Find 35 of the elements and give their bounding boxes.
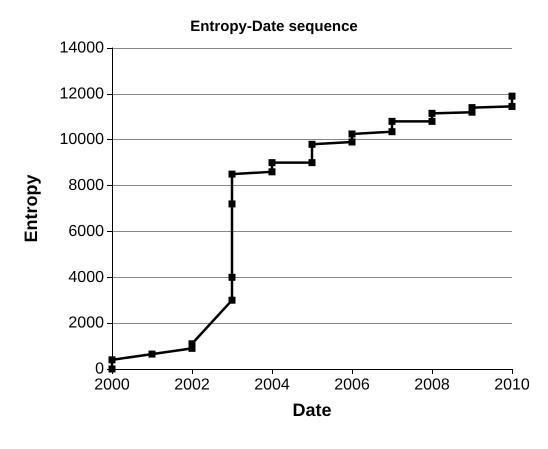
point bbox=[308, 140, 316, 148]
point bbox=[508, 102, 516, 110]
point bbox=[108, 356, 116, 364]
y-tick-label: 6000 bbox=[68, 222, 104, 240]
x-tick-label: 2000 bbox=[94, 376, 130, 394]
y-tick-label: 2000 bbox=[68, 314, 104, 332]
point bbox=[428, 110, 436, 117]
point bbox=[148, 350, 156, 358]
y-tick-label: 12000 bbox=[60, 85, 104, 102]
x-tick-label: 2008 bbox=[414, 376, 450, 394]
point bbox=[228, 200, 236, 208]
y-tick-label: 4000 bbox=[68, 268, 104, 286]
x-tick-label: 2004 bbox=[254, 376, 290, 394]
point bbox=[428, 118, 436, 125]
y-tick-label: 14000 bbox=[60, 40, 104, 56]
point bbox=[308, 159, 316, 166]
x-tick-label: 2006 bbox=[334, 376, 370, 394]
x-axis-title: Date bbox=[292, 400, 332, 420]
point bbox=[348, 130, 356, 138]
y-tick-label: 8000 bbox=[68, 177, 104, 194]
chart-title: Entropy-Date sequence bbox=[190, 18, 358, 35]
point bbox=[508, 92, 516, 100]
y-tick-label: 10000 bbox=[60, 131, 104, 148]
point bbox=[268, 159, 276, 166]
point bbox=[388, 128, 396, 136]
y-axis-title: Entropy bbox=[21, 174, 41, 243]
point bbox=[348, 138, 356, 146]
point bbox=[228, 170, 236, 178]
point bbox=[388, 118, 396, 125]
point bbox=[228, 274, 236, 281]
x-tick-label: 2002 bbox=[174, 376, 210, 394]
x-tick-label: 2010 bbox=[494, 376, 530, 394]
point bbox=[228, 296, 236, 304]
point bbox=[268, 168, 276, 176]
y-tick-label: 0 bbox=[95, 360, 104, 378]
